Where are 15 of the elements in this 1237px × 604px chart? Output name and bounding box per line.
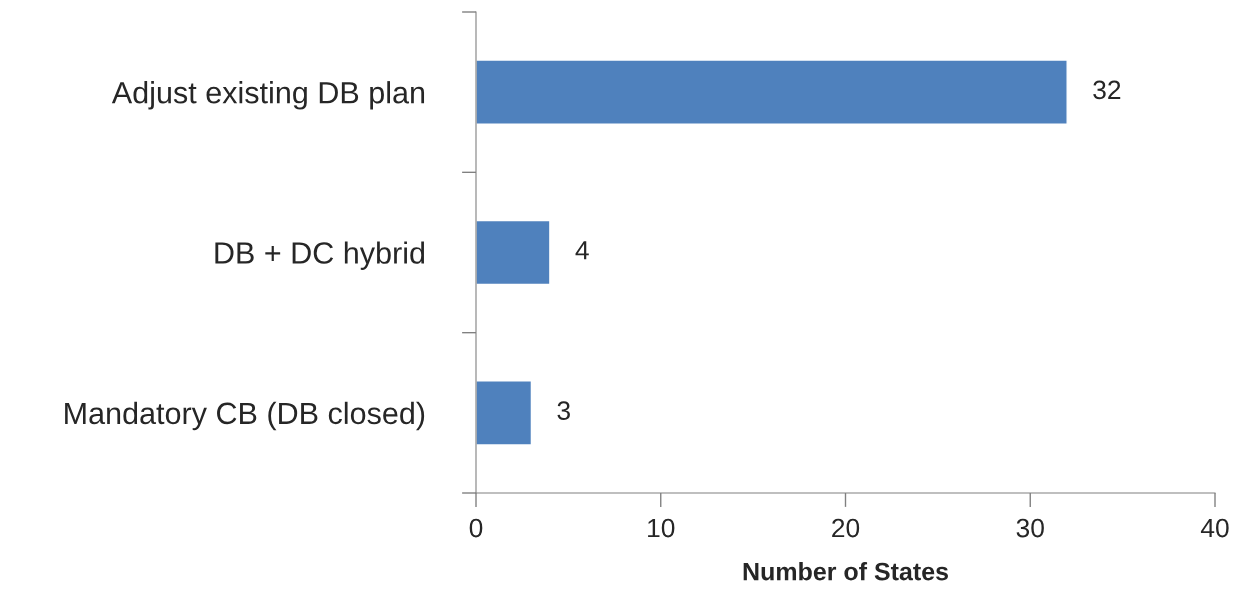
x-tick-label: 0 — [469, 518, 483, 538]
x-axis-title: Number of States — [743, 562, 948, 581]
x-tick-label: 10 — [648, 518, 675, 538]
y-tick-label: DB + DC hybrid — [215, 241, 425, 270]
data-label: 4 — [575, 241, 589, 260]
data-label: 3 — [557, 401, 570, 420]
data-label: 32 — [1093, 80, 1121, 100]
bar — [476, 219, 551, 286]
x-tick-label: 40 — [1200, 518, 1229, 538]
bar — [476, 59, 1068, 125]
bar — [476, 380, 533, 446]
y-tick-label: Mandatory CB (DB closed) — [65, 401, 425, 431]
x-tick-label: 30 — [1016, 518, 1044, 538]
y-tick-label: Adjust existing DB plan — [111, 81, 425, 110]
x-tick-label: 20 — [832, 518, 860, 538]
